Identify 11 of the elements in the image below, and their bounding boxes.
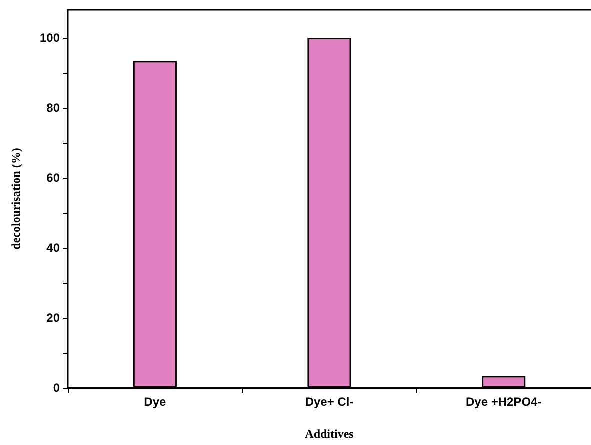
y-tick-label: 100 bbox=[40, 31, 60, 45]
y-tick-label: 0 bbox=[53, 381, 60, 395]
y-axis-title: decolourisation (%) bbox=[9, 148, 23, 250]
x-tick-label: Dye+ Cl- bbox=[305, 395, 354, 409]
x-tick-label: Dye +H2PO4- bbox=[466, 395, 542, 409]
x-axis-title: Additives bbox=[305, 427, 354, 441]
y-tick-label: 20 bbox=[46, 311, 60, 325]
y-tick-label: 80 bbox=[46, 101, 60, 115]
y-tick-label: 60 bbox=[46, 171, 60, 185]
x-tick-label: Dye bbox=[144, 395, 166, 409]
y-tick-label: 40 bbox=[46, 241, 60, 255]
